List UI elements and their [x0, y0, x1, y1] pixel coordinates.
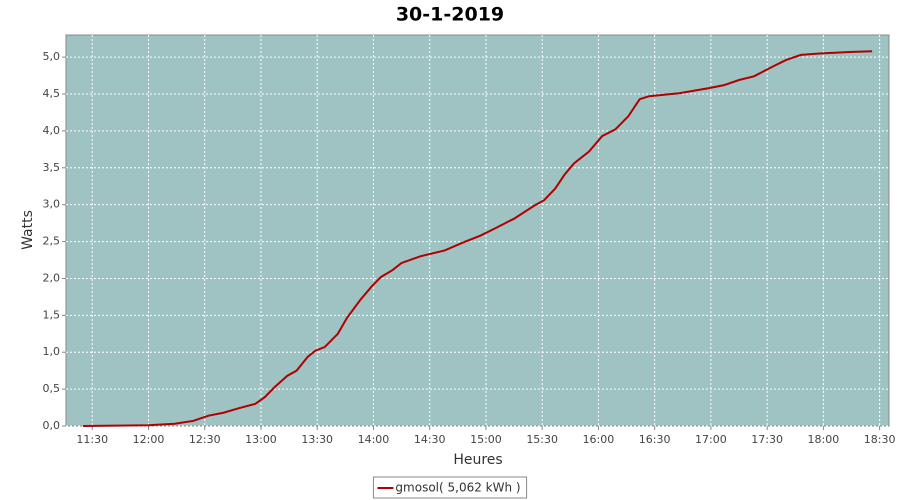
- y-tick-label: 4,0: [43, 124, 61, 137]
- x-tick-label: 17:30: [751, 433, 783, 446]
- y-tick-label: 1,0: [43, 345, 61, 358]
- y-tick-label: 3,0: [43, 198, 61, 211]
- x-tick-label: 12:00: [133, 433, 165, 446]
- x-tick-label: 14:00: [358, 433, 390, 446]
- x-tick-label: 15:00: [470, 433, 502, 446]
- x-tick-label: 13:00: [245, 433, 277, 446]
- x-tick-label: 17:00: [695, 433, 727, 446]
- y-tick-label: 2,5: [43, 235, 61, 248]
- chart-title: 30-1-2019: [396, 4, 504, 26]
- y-tick-label: 1,5: [43, 308, 61, 321]
- legend-box: [372, 476, 528, 499]
- x-tick-label: 12:30: [189, 433, 221, 446]
- x-tick-label: 14:30: [414, 433, 446, 446]
- x-tick-label: 18:30: [864, 433, 896, 446]
- x-tick-label: 11:30: [76, 433, 108, 446]
- y-tick-label: 5,0: [43, 50, 61, 63]
- y-tick-label: 0,5: [43, 382, 61, 395]
- legend: gmosol( 5,062 kWh ): [372, 476, 528, 499]
- x-tick-label: 15:30: [526, 433, 558, 446]
- x-tick-label: 16:30: [639, 433, 671, 446]
- y-tick-label: 2,0: [43, 271, 61, 284]
- y-tick-label: 3,5: [43, 161, 61, 174]
- y-tick-label: 0,0: [43, 419, 61, 432]
- x-tick-label: 16:00: [583, 433, 615, 446]
- x-tick-label: 18:00: [808, 433, 840, 446]
- x-axis-label: Heures: [453, 452, 502, 468]
- plot-area: [65, 34, 890, 427]
- y-tick-label: 4,5: [43, 87, 61, 100]
- data-line: [82, 50, 873, 427]
- y-axis-label: Watts: [20, 210, 36, 250]
- x-tick-label: 13:30: [301, 433, 333, 446]
- legend-label: gmosol( 5,062 kWh ): [395, 481, 520, 495]
